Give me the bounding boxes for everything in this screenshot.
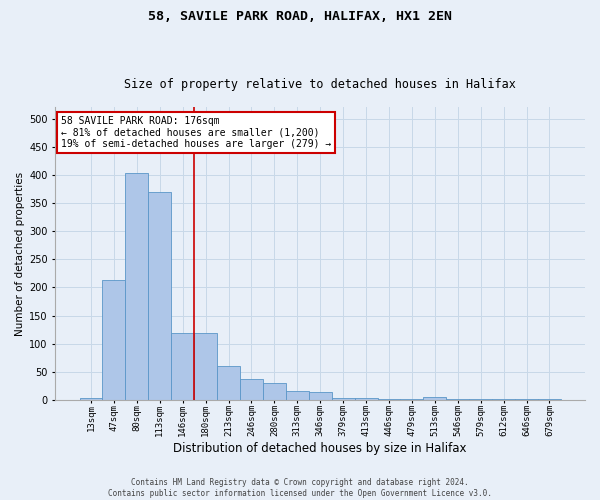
Bar xyxy=(286,391,309,400)
X-axis label: Distribution of detached houses by size in Halifax: Distribution of detached houses by size … xyxy=(173,442,467,455)
Bar xyxy=(125,174,148,400)
Y-axis label: Number of detached properties: Number of detached properties xyxy=(15,172,25,336)
Bar xyxy=(355,398,377,400)
Bar xyxy=(103,280,125,400)
Text: 58, SAVILE PARK ROAD, HALIFAX, HX1 2EN: 58, SAVILE PARK ROAD, HALIFAX, HX1 2EN xyxy=(148,10,452,23)
Bar xyxy=(80,398,103,400)
Bar xyxy=(309,392,332,400)
Bar xyxy=(148,192,171,400)
Text: 58 SAVILE PARK ROAD: 176sqm
← 81% of detached houses are smaller (1,200)
19% of : 58 SAVILE PARK ROAD: 176sqm ← 81% of det… xyxy=(61,116,331,150)
Bar xyxy=(171,333,194,400)
Bar xyxy=(217,366,240,400)
Title: Size of property relative to detached houses in Halifax: Size of property relative to detached ho… xyxy=(124,78,516,91)
Bar xyxy=(424,396,446,400)
Bar xyxy=(538,399,561,400)
Bar xyxy=(332,398,355,400)
Bar xyxy=(194,332,217,400)
Bar xyxy=(240,378,263,400)
Text: Contains HM Land Registry data © Crown copyright and database right 2024.
Contai: Contains HM Land Registry data © Crown c… xyxy=(108,478,492,498)
Bar xyxy=(263,383,286,400)
